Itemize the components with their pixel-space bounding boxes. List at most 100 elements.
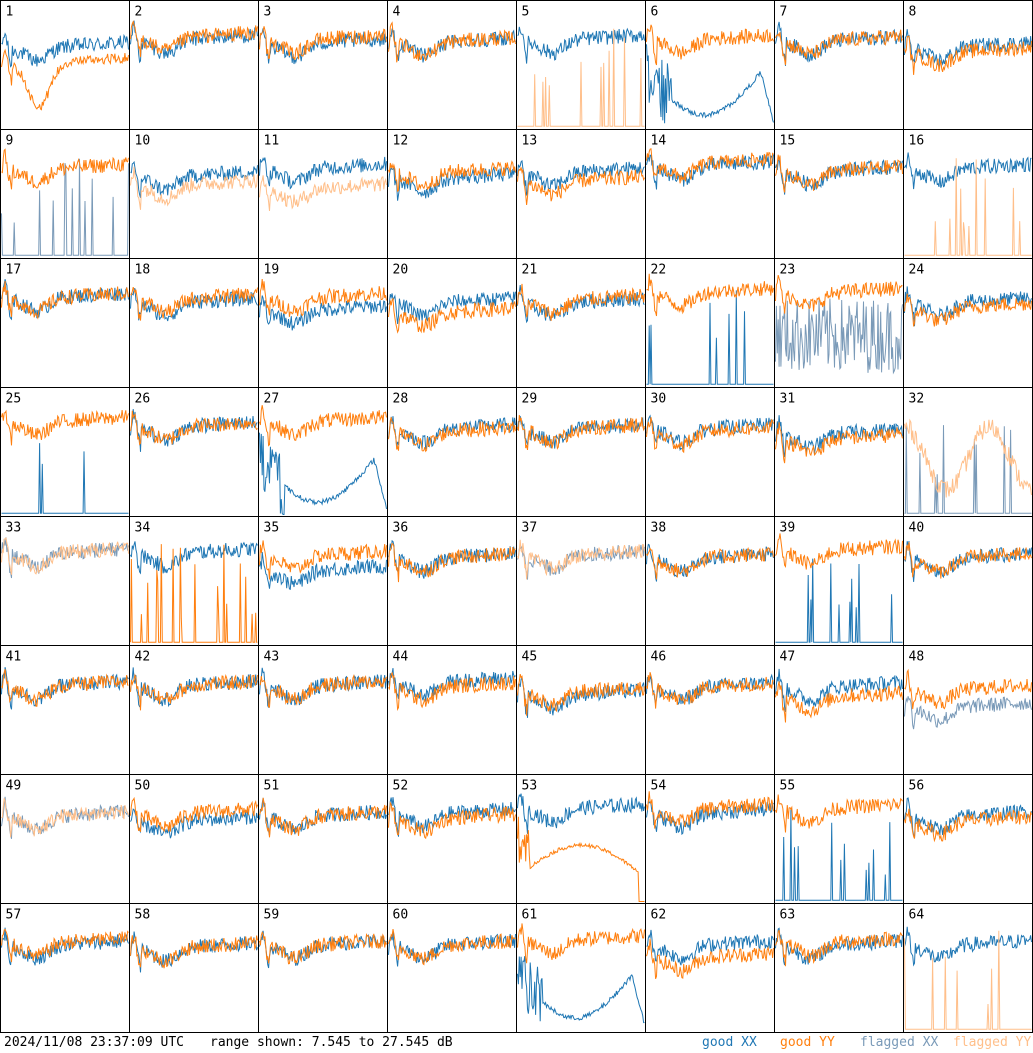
tile-label: 50: [135, 779, 151, 794]
tile-label: 38: [651, 521, 667, 536]
series-xx-7: [775, 21, 903, 66]
tile-50: 50: [129, 774, 259, 904]
series-xx-6: [646, 44, 774, 124]
series-yy-12: [388, 160, 516, 193]
tile-22: 22: [645, 258, 775, 388]
tile-border: [387, 129, 517, 259]
tile-33: 33: [0, 516, 130, 646]
tile-28: 28: [387, 387, 517, 517]
tile-label: 57: [6, 908, 22, 923]
series-xx-40: [904, 540, 1032, 582]
series-yy-9: [1, 148, 129, 190]
tile-25: 25: [0, 387, 130, 517]
tile-label: 39: [780, 521, 796, 536]
series-yy-56: [904, 808, 1032, 843]
series-yy-6: [646, 24, 774, 66]
tile-border: [645, 129, 775, 259]
series-yy-54: [646, 791, 774, 829]
tile-border: [903, 258, 1033, 388]
series-xx-17: [1, 279, 129, 321]
series-yy-52: [388, 801, 516, 840]
tile-border: [258, 0, 388, 130]
series-yy-22: [646, 273, 774, 317]
tile-label: 44: [393, 650, 409, 665]
series-yy-2: [130, 20, 258, 57]
series-yy-28: [388, 417, 516, 453]
series-xx-5: [517, 26, 645, 64]
tile-label: 60: [393, 908, 409, 923]
tile-label: 40: [909, 521, 925, 536]
series-yy-21: [517, 283, 645, 321]
tile-26: 26: [129, 387, 259, 517]
series-yy-18: [130, 286, 258, 321]
tile-23: 23: [774, 258, 904, 388]
tile-57: 57: [0, 903, 130, 1033]
series-yy-23: [775, 274, 903, 314]
tile-41: 41: [0, 645, 130, 775]
tile-label: 48: [909, 650, 925, 665]
series-yy-10: [130, 166, 258, 210]
series-yy-30: [646, 417, 774, 454]
tile-label: 21: [522, 263, 538, 278]
tile-47: 47: [774, 645, 904, 775]
series-yy-53: [517, 816, 645, 902]
tile-label: 24: [909, 263, 925, 278]
tile-20: 20: [387, 258, 517, 388]
series-xx-19: [259, 295, 387, 331]
tile-1: 1: [0, 0, 130, 130]
tile-label: 47: [780, 650, 796, 665]
series-yy-13: [517, 167, 645, 206]
tile-border: [387, 645, 517, 775]
tile-border: [387, 516, 517, 646]
tile-52: 52: [387, 774, 517, 904]
tile-label: 14: [651, 134, 667, 149]
series-yy-31: [775, 422, 903, 464]
series-yy-33: [1, 537, 129, 575]
tile-border: [129, 0, 259, 130]
tile-label: 6: [651, 5, 659, 20]
series-xx-18: [130, 287, 258, 322]
tile-label: 45: [522, 650, 538, 665]
tile-label: 49: [6, 779, 22, 794]
tile-border: [516, 774, 646, 904]
tile-38: 38: [645, 516, 775, 646]
series-xx-22: [646, 290, 774, 385]
legend-flagged-xx: flagged XX: [860, 1035, 939, 1050]
tile-border: [774, 645, 904, 775]
series-yy-19: [259, 279, 387, 317]
series-xx-58: [130, 931, 258, 973]
tile-border: [645, 516, 775, 646]
tile-border: [903, 645, 1033, 775]
tile-border: [903, 774, 1033, 904]
series-xx-35: [259, 551, 387, 591]
tile-39: 39: [774, 516, 904, 646]
tile-9: 9: [0, 129, 130, 259]
series-yy-41: [1, 669, 129, 707]
tile-label: 8: [909, 5, 917, 20]
series-yy-16: [904, 158, 1032, 256]
tile-border: [129, 258, 259, 388]
series-yy-55: [775, 794, 903, 833]
timestamp: 2024/11/08 23:37:09 UTC: [4, 1035, 185, 1050]
series-xx-15: [775, 158, 903, 195]
tile-label: 19: [264, 263, 280, 278]
tile-border: [387, 903, 517, 1033]
series-xx-61: [517, 956, 645, 1024]
series-yy-7: [775, 29, 903, 66]
series-yy-46: [646, 672, 774, 709]
series-yy-29: [517, 414, 645, 450]
tile-label: 18: [135, 263, 151, 278]
series-xx-50: [130, 808, 258, 839]
series-xx-23: [775, 298, 903, 375]
legend-good-yy: good YY: [780, 1035, 835, 1050]
tile-48: 48: [903, 645, 1033, 775]
series-yy-17: [1, 280, 129, 320]
tile-border: [774, 387, 904, 517]
series-yy-27: [259, 405, 387, 447]
series-yy-61: [517, 923, 645, 964]
tile-border: [516, 645, 646, 775]
series-yy-25: [1, 409, 129, 446]
tile-border: [645, 774, 775, 904]
tile-label: 41: [6, 650, 22, 665]
series-xx-9: [1, 158, 129, 256]
